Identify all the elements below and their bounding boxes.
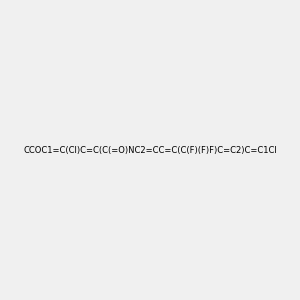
Text: CCOC1=C(Cl)C=C(C(=O)NC2=CC=C(C(F)(F)F)C=C2)C=C1Cl: CCOC1=C(Cl)C=C(C(=O)NC2=CC=C(C(F)(F)F)C=…: [23, 146, 277, 154]
